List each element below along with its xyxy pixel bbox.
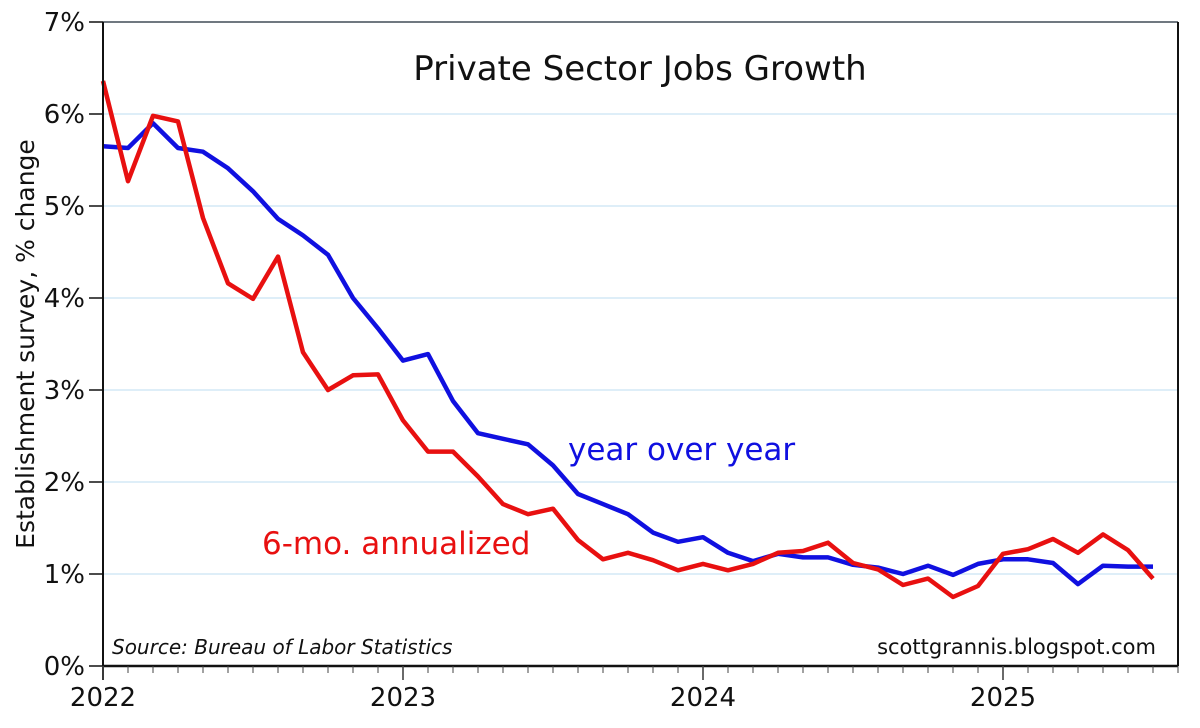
y-tick-label: 6% bbox=[44, 100, 85, 130]
y-tick-label: 1% bbox=[44, 560, 85, 590]
chart-title: Private Sector Jobs Growth bbox=[413, 49, 866, 89]
y-tick-label: 0% bbox=[44, 652, 85, 682]
sixmo-series-label: 6-mo. annualized bbox=[262, 526, 530, 562]
axes bbox=[89, 21, 1179, 680]
y-tick-label: 5% bbox=[44, 192, 85, 222]
y-tick-label: 3% bbox=[44, 376, 85, 406]
source-note: Source: Bureau of Labor Statistics bbox=[112, 635, 452, 659]
y-tick-label: 7% bbox=[44, 8, 85, 38]
series-layer bbox=[100, 80, 1155, 600]
x-tick-label: 2023 bbox=[370, 683, 436, 713]
x-tick-label: 2025 bbox=[970, 683, 1036, 713]
y-tick-labels: 0% 1% 2% 3% 4% 5% 6% 7% bbox=[44, 8, 85, 682]
y-axis-label: Establishment survey, % change bbox=[11, 139, 40, 549]
x-tick-labels: 2022 2023 2024 2025 bbox=[70, 683, 1036, 713]
series-line-year-over-year bbox=[102, 120, 1153, 587]
gridlines bbox=[103, 113, 1178, 575]
x-tick-label: 2022 bbox=[70, 683, 136, 713]
y-tick-label: 4% bbox=[44, 284, 85, 314]
credit-note: scottgrannis.blogspot.com bbox=[877, 635, 1156, 659]
y-tick-label: 2% bbox=[44, 468, 85, 498]
series-line-6mo-annualized bbox=[100, 80, 1155, 600]
yoy-series-label: year over year bbox=[568, 432, 795, 468]
x-tick-label: 2024 bbox=[670, 683, 736, 713]
